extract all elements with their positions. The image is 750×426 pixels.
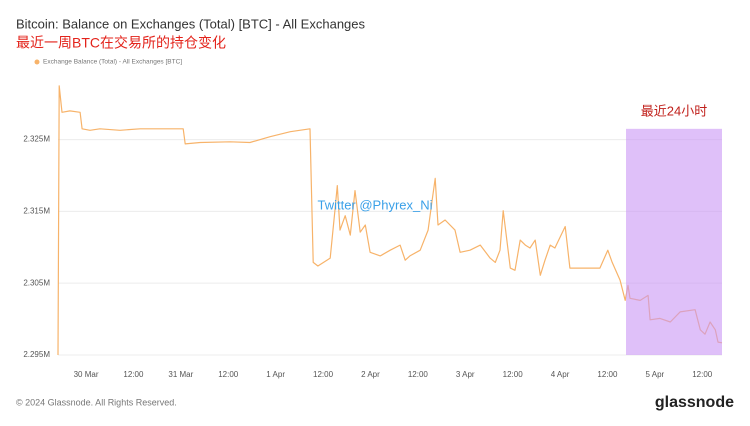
highlight-label: 最近24小时 (641, 103, 707, 118)
legend-label: Exchange Balance (Total) - All Exchanges… (43, 59, 182, 66)
x-tick-label: 1 Apr (266, 370, 285, 379)
x-tick-label: 12:00 (503, 370, 524, 379)
highlight-region (626, 128, 722, 355)
x-tick-label: 12:00 (692, 370, 713, 379)
y-tick-label: 2.315M (23, 207, 50, 216)
x-tick-label: 4 Apr (551, 370, 570, 379)
x-tick-label: 31 Mar (168, 370, 193, 379)
y-tick-label: 2.295M (23, 350, 50, 359)
x-tick-label: 12:00 (408, 370, 429, 379)
y-tick-label: 2.305M (23, 278, 50, 287)
chart-subtitle: 最近一周BTC在交易所的持仓变化 (16, 35, 226, 51)
x-tick-label: 12:00 (123, 370, 144, 379)
chart-title: Bitcoin: Balance on Exchanges (Total) [B… (16, 16, 366, 31)
logo: glassnode (655, 394, 734, 411)
x-tick-label: 12:00 (313, 370, 334, 379)
x-tick-label: 3 Apr (456, 370, 475, 379)
legend-dot (34, 59, 40, 65)
y-tick-label: 2.325M (23, 135, 50, 144)
x-tick-label: 12:00 (597, 370, 618, 379)
x-tick-label: 12:00 (218, 370, 239, 379)
x-tick-label: 5 Apr (646, 370, 665, 379)
footer: © 2024 Glassnode. All Rights Reserved. (16, 397, 177, 407)
watermark: Twitter @Phyrex_Ni (317, 197, 432, 212)
x-tick-label: 2 Apr (361, 370, 380, 379)
x-tick-label: 30 Mar (74, 370, 99, 379)
